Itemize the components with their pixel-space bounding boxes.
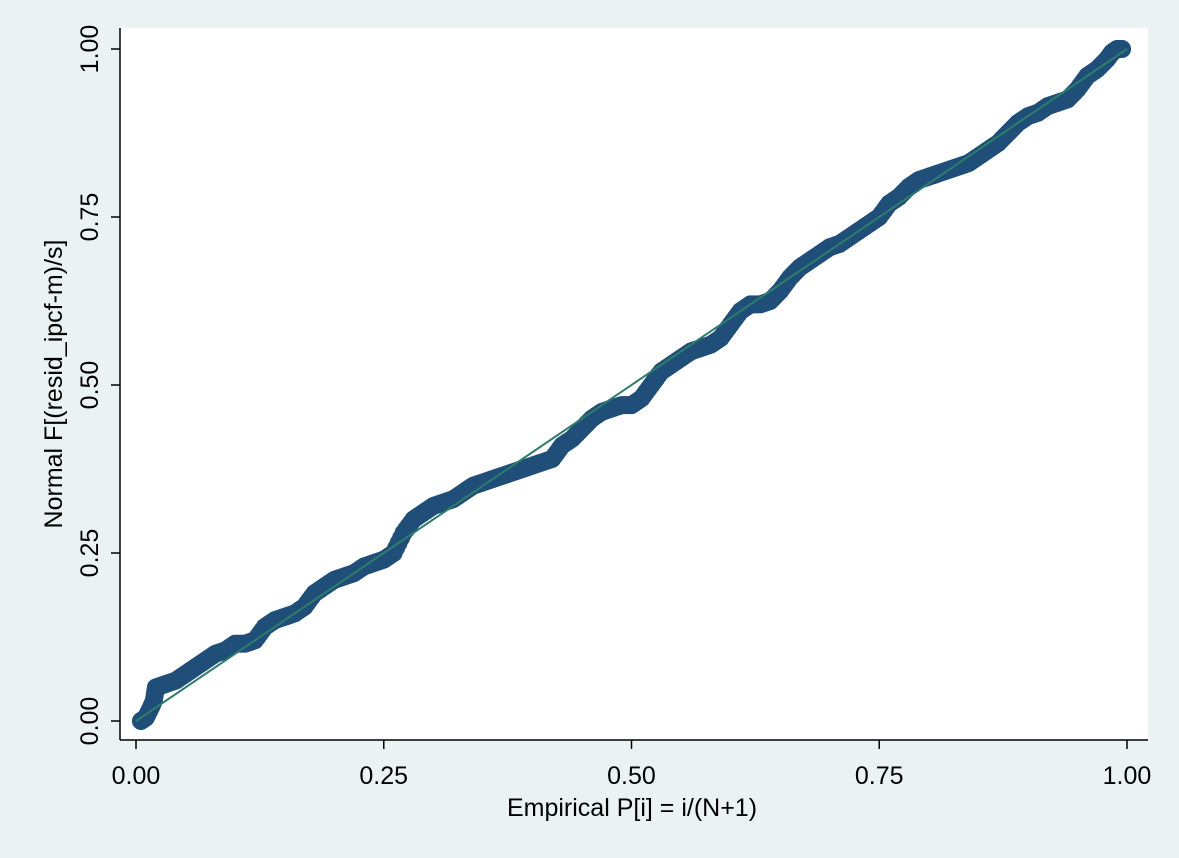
x-ticks: 0.00 0.25 0.50 0.75 1.00 [112,740,1152,790]
y-ticks: 0.00 0.25 0.50 0.75 1.00 [76,25,120,746]
reference-line [135,48,1128,722]
y-axis-title: Normal F[(resid_ipcf-m)/s] [40,240,68,529]
x-tick-label: 0.25 [359,762,408,790]
x-tick-label: 1.00 [1103,762,1152,790]
y-tick-label: 0.25 [76,529,104,578]
x-tick-label: 0.00 [112,762,161,790]
data-point [1113,40,1132,58]
x-tick-label: 0.50 [607,762,656,790]
x-tick-label: 0.75 [855,762,904,790]
y-tick-label: 0.00 [76,697,104,746]
x-axis-title: Empirical P[i] = i/(N+1) [507,794,757,822]
y-tick-label: 1.00 [76,25,104,74]
y-tick-label: 0.50 [76,361,104,410]
y-tick-label: 0.75 [76,193,104,242]
